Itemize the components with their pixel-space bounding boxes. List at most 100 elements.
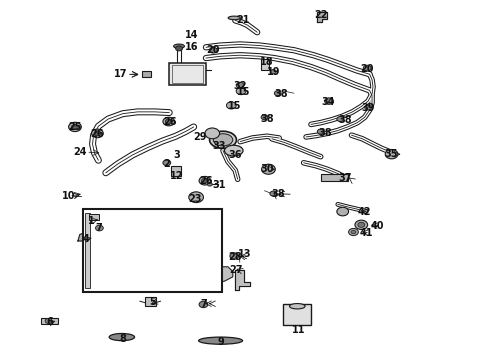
Polygon shape xyxy=(235,270,250,291)
Ellipse shape xyxy=(290,303,305,309)
Ellipse shape xyxy=(198,337,243,344)
Text: 38: 38 xyxy=(275,89,289,99)
Circle shape xyxy=(337,207,348,216)
Circle shape xyxy=(325,98,333,104)
Text: 18: 18 xyxy=(260,57,274,67)
Circle shape xyxy=(207,183,212,186)
Text: 25: 25 xyxy=(68,122,82,132)
Circle shape xyxy=(175,46,182,51)
Text: 5: 5 xyxy=(149,297,155,307)
Text: 20: 20 xyxy=(361,64,374,74)
Text: 26: 26 xyxy=(199,176,213,186)
Text: 12: 12 xyxy=(170,171,183,181)
Text: 35: 35 xyxy=(385,149,398,159)
Circle shape xyxy=(236,87,246,95)
Circle shape xyxy=(69,122,81,132)
Text: 24: 24 xyxy=(73,147,87,157)
Ellipse shape xyxy=(109,333,135,341)
Circle shape xyxy=(189,192,203,203)
Text: 32: 32 xyxy=(233,81,247,91)
Circle shape xyxy=(351,230,356,234)
Ellipse shape xyxy=(228,16,241,20)
Bar xyxy=(172,65,203,83)
Circle shape xyxy=(385,149,398,159)
Bar xyxy=(143,71,151,77)
Polygon shape xyxy=(78,232,89,241)
Text: 34: 34 xyxy=(321,97,335,107)
Circle shape xyxy=(318,129,324,134)
Text: 2: 2 xyxy=(164,159,170,169)
Bar xyxy=(145,297,156,306)
Circle shape xyxy=(270,191,277,196)
Text: 39: 39 xyxy=(362,103,375,113)
Text: 28: 28 xyxy=(228,252,242,262)
Circle shape xyxy=(274,91,281,96)
Bar xyxy=(261,59,270,69)
Text: 40: 40 xyxy=(370,221,384,231)
Circle shape xyxy=(163,160,171,166)
Text: 10: 10 xyxy=(62,191,76,201)
Bar xyxy=(169,63,206,85)
Text: 36: 36 xyxy=(228,150,242,160)
Circle shape xyxy=(209,47,217,53)
Circle shape xyxy=(94,131,101,136)
Text: 38: 38 xyxy=(271,189,285,199)
Text: 37: 37 xyxy=(339,173,352,183)
Text: 1: 1 xyxy=(88,216,95,226)
Circle shape xyxy=(205,128,220,139)
Text: 29: 29 xyxy=(193,132,207,142)
Text: 6: 6 xyxy=(46,317,53,327)
Text: 21: 21 xyxy=(236,15,249,26)
Text: 33: 33 xyxy=(213,141,226,151)
Circle shape xyxy=(92,129,103,138)
Circle shape xyxy=(365,105,371,110)
Text: 17: 17 xyxy=(114,69,127,79)
Text: 26: 26 xyxy=(163,117,176,127)
Text: 4: 4 xyxy=(83,234,90,244)
Ellipse shape xyxy=(213,134,233,146)
Circle shape xyxy=(96,225,103,231)
Bar xyxy=(41,318,58,324)
Text: 20: 20 xyxy=(206,45,220,55)
Circle shape xyxy=(165,119,172,124)
Circle shape xyxy=(337,117,343,122)
Polygon shape xyxy=(318,12,327,22)
Polygon shape xyxy=(220,267,233,282)
Circle shape xyxy=(199,301,208,308)
Text: 9: 9 xyxy=(217,337,224,347)
Text: 38: 38 xyxy=(339,115,352,125)
Bar xyxy=(321,174,347,181)
Text: 7: 7 xyxy=(200,299,207,309)
Circle shape xyxy=(261,115,268,120)
Text: 31: 31 xyxy=(213,180,226,190)
Text: 15: 15 xyxy=(237,87,251,97)
Ellipse shape xyxy=(173,44,184,48)
Text: 3: 3 xyxy=(173,150,180,160)
Circle shape xyxy=(236,82,244,88)
Text: 16: 16 xyxy=(185,42,198,51)
Circle shape xyxy=(363,65,371,71)
Circle shape xyxy=(358,222,365,227)
Text: 19: 19 xyxy=(267,67,280,77)
Text: 11: 11 xyxy=(292,325,305,334)
Text: 38: 38 xyxy=(319,128,332,138)
Ellipse shape xyxy=(224,145,243,156)
Bar xyxy=(83,210,222,292)
Text: 26: 26 xyxy=(91,129,104,139)
Circle shape xyxy=(355,220,368,229)
Text: 8: 8 xyxy=(120,333,126,343)
Bar xyxy=(89,214,99,220)
Text: 38: 38 xyxy=(260,114,274,124)
Circle shape xyxy=(262,164,275,174)
Circle shape xyxy=(199,176,211,185)
Text: 14: 14 xyxy=(185,30,198,40)
Circle shape xyxy=(163,117,174,126)
Circle shape xyxy=(72,125,78,130)
Text: 13: 13 xyxy=(238,248,252,258)
Text: 30: 30 xyxy=(260,164,274,174)
Text: 41: 41 xyxy=(360,228,373,238)
Bar xyxy=(85,213,90,288)
Text: 27: 27 xyxy=(229,265,243,275)
Circle shape xyxy=(230,253,239,259)
Text: 22: 22 xyxy=(314,10,327,20)
